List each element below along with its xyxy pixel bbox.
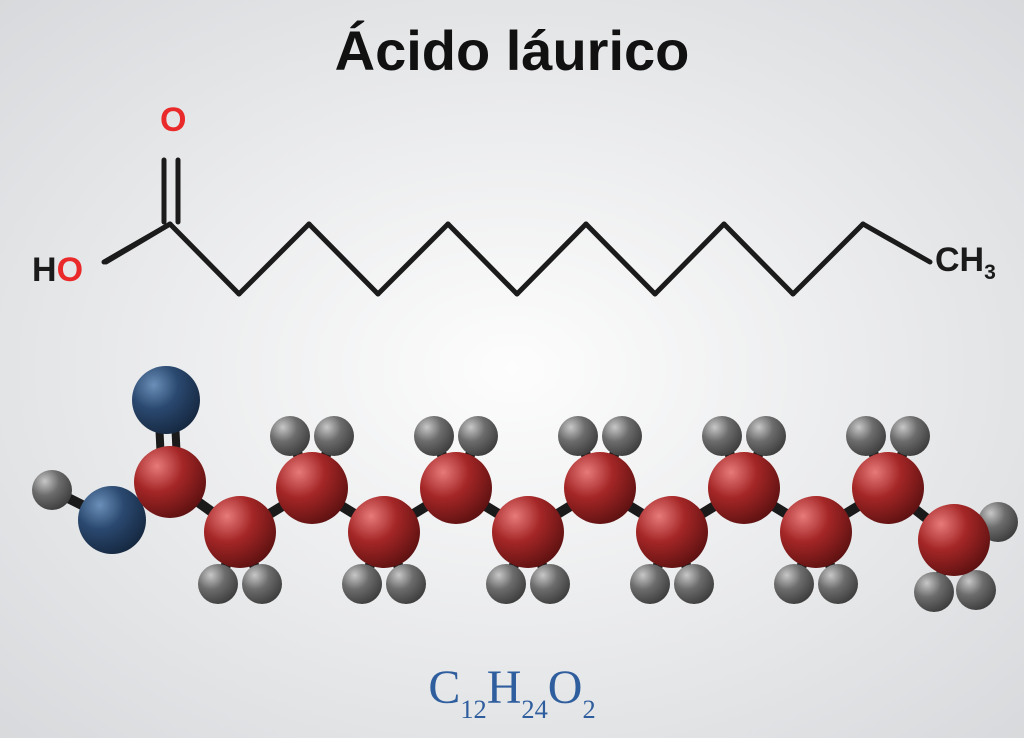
carbon-atom — [492, 496, 564, 568]
formula-element: H — [487, 661, 522, 714]
carbon-atom — [564, 452, 636, 524]
oxygen-atom — [78, 486, 146, 554]
hydrogen-atom — [702, 416, 742, 456]
hydrogen-atom — [530, 564, 570, 604]
hydrogen-atom — [242, 564, 282, 604]
carbon-atom — [636, 496, 708, 568]
hydrogen-atom — [486, 564, 526, 604]
carbon-atom — [204, 496, 276, 568]
formula-subscript: 12 — [460, 694, 486, 724]
carbon-atom — [420, 452, 492, 524]
hydrogen-atom — [914, 572, 954, 612]
hydrogen-atom — [774, 564, 814, 604]
formula-element: O — [548, 661, 583, 714]
hydrogen-atom — [558, 416, 598, 456]
carbon-atom — [276, 452, 348, 524]
hydrogen-atom — [270, 416, 310, 456]
hydrogen-atom — [630, 564, 670, 604]
hydrogen-atom — [846, 416, 886, 456]
formula-subscript: 24 — [521, 694, 547, 724]
formula-subscript: 2 — [582, 694, 595, 724]
figure-canvas: Ácido láurico HO O CH3 C12H24O2 — [0, 0, 1024, 738]
hydrogen-atom — [314, 416, 354, 456]
hydrogen-atom — [890, 416, 930, 456]
carbon-atom — [708, 452, 780, 524]
hydrogen-atom — [458, 416, 498, 456]
hydrogen-atom — [674, 564, 714, 604]
hydrogen-atom — [956, 570, 996, 610]
hydrogen-atom — [342, 564, 382, 604]
carbon-atom — [780, 496, 852, 568]
hydrogen-atom — [386, 564, 426, 604]
hydrogen-atom — [818, 564, 858, 604]
carbon-atom — [134, 446, 206, 518]
oxygen-atom — [132, 366, 200, 434]
hydrogen-atom — [414, 416, 454, 456]
hydrogen-atom — [746, 416, 786, 456]
hydrogen-atom — [198, 564, 238, 604]
ball-and-stick-model — [0, 0, 1024, 738]
carbon-atom — [918, 504, 990, 576]
carbon-atom — [852, 452, 924, 524]
carbon-atom — [348, 496, 420, 568]
formula-element: C — [428, 661, 460, 714]
molecular-formula: C12H24O2 — [0, 660, 1024, 721]
hydrogen-atom — [602, 416, 642, 456]
hydrogen-atom — [32, 470, 72, 510]
